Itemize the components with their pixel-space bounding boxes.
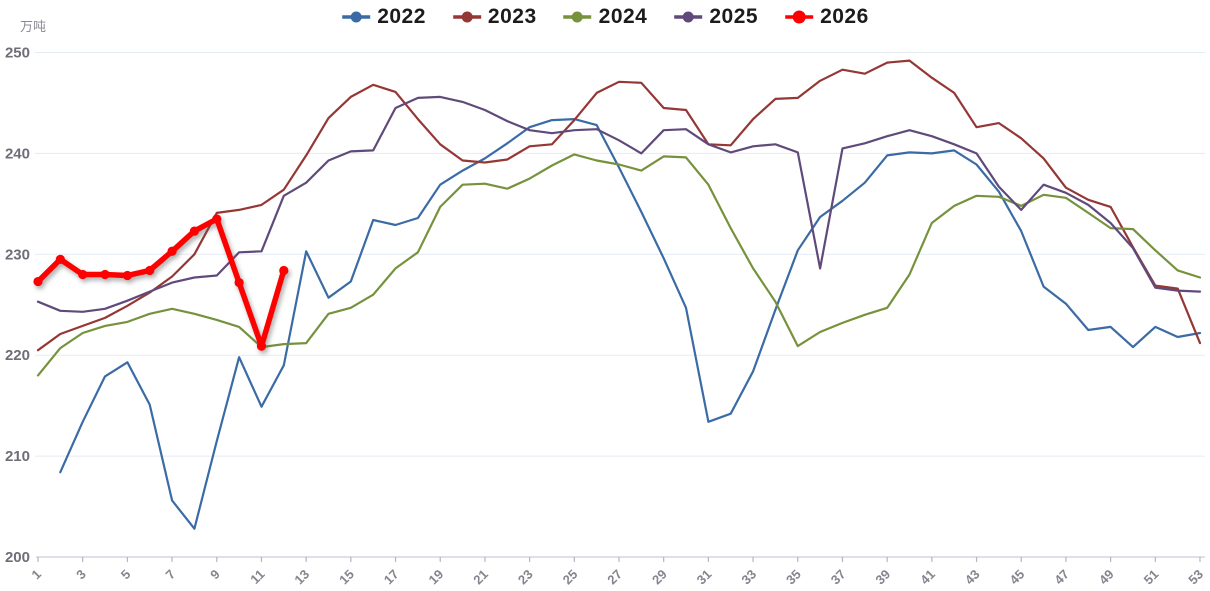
series-line-2022 <box>59 117 1202 530</box>
x-axis-tick-label: 27 <box>604 567 625 588</box>
series-line-2023 <box>36 59 1202 352</box>
x-axis-tick-label: 17 <box>381 567 402 588</box>
data-point-2026 <box>122 270 132 281</box>
x-axis-tick-label: 19 <box>426 567 447 588</box>
legend-marker-icon <box>342 11 371 23</box>
data-point-2026 <box>167 246 177 256</box>
legend-label: 2026 <box>820 5 869 28</box>
x-axis-tick-label: 3 <box>73 567 89 583</box>
legend-item-2026[interactable]: 2026 <box>784 5 869 29</box>
x-axis-tick-label: 43 <box>962 567 983 588</box>
legend-item-2022[interactable]: 2022 <box>341 5 426 29</box>
legend-marker-icon <box>674 11 703 23</box>
legend-item-2023[interactable]: 2023 <box>452 5 537 29</box>
x-axis-tick-label: 13 <box>291 567 312 588</box>
y-axis-tick-label: 210 <box>5 448 30 465</box>
x-axis-tick-label: 37 <box>828 567 849 588</box>
x-axis-tick-label: 21 <box>470 567 491 588</box>
data-point-2026 <box>189 226 200 236</box>
x-axis-tick-label: 45 <box>1007 567 1028 588</box>
series-group-2022 <box>59 117 1202 530</box>
legend-item-2025[interactable]: 2025 <box>673 5 758 29</box>
y-axis-unit-label: 万吨 <box>20 19 47 34</box>
data-point-2026 <box>234 277 244 288</box>
series-group-2025 <box>36 95 1202 313</box>
series-group-2024 <box>36 153 1202 377</box>
y-axis-tick-label: 220 <box>5 347 30 364</box>
data-point-2026 <box>55 254 65 264</box>
series-line-2026 <box>35 216 287 349</box>
data-point-2026 <box>256 341 267 351</box>
legend-label: 2024 <box>598 5 648 28</box>
data-point-2026 <box>145 265 155 276</box>
x-axis-tick-label: 53 <box>1185 567 1206 588</box>
data-point-2026 <box>33 276 43 287</box>
legend-marker-icon <box>452 11 481 23</box>
x-axis-tick-label: 29 <box>649 567 670 588</box>
data-point-2026 <box>78 269 88 280</box>
data-point-2026 <box>212 214 222 224</box>
x-axis-tick-label: 11 <box>247 567 267 587</box>
x-axis-tick-label: 51 <box>1141 567 1162 588</box>
y-axis-tick-label: 250 <box>5 45 30 62</box>
x-axis-tick-label: 41 <box>917 567 938 588</box>
x-axis-tick-label: 33 <box>738 567 759 588</box>
x-axis-tick-label: 15 <box>336 567 357 588</box>
y-axis-tick-label: 240 <box>5 145 30 162</box>
legend-label: 2023 <box>487 5 537 28</box>
series-line-2025 <box>36 95 1202 313</box>
series-line-2024 <box>36 153 1202 377</box>
series-group-2023 <box>36 59 1202 352</box>
x-axis-tick-label: 9 <box>207 567 223 583</box>
x-axis-tick-label: 23 <box>515 567 536 588</box>
y-axis-tick-label: 200 <box>5 549 30 566</box>
legend-item-2024[interactable]: 2024 <box>563 5 648 29</box>
y-axis-tick-label: 230 <box>5 246 30 263</box>
chart-legend: 2022 2023 2024 2025 2026 <box>341 5 869 29</box>
x-axis-tick-label: 49 <box>1096 567 1117 588</box>
data-point-2026 <box>279 265 289 276</box>
legend-marker-icon <box>563 11 592 23</box>
legend-marker-icon <box>785 10 814 24</box>
x-axis-tick-label: 47 <box>1051 567 1072 588</box>
x-axis-tick-label: 35 <box>783 567 804 588</box>
x-axis-tick-label: 1 <box>28 567 44 583</box>
x-axis-tick-label: 31 <box>694 567 715 588</box>
data-point-2026 <box>100 269 110 280</box>
legend-label: 2025 <box>709 5 759 28</box>
legend-label: 2022 <box>377 5 426 28</box>
x-axis-tick-label: 39 <box>872 567 893 588</box>
x-axis-tick-label: 5 <box>118 567 134 583</box>
x-axis-tick-label: 25 <box>560 567 581 588</box>
x-axis-tick-label: 7 <box>162 567 178 583</box>
series-group-2026 <box>33 214 289 351</box>
